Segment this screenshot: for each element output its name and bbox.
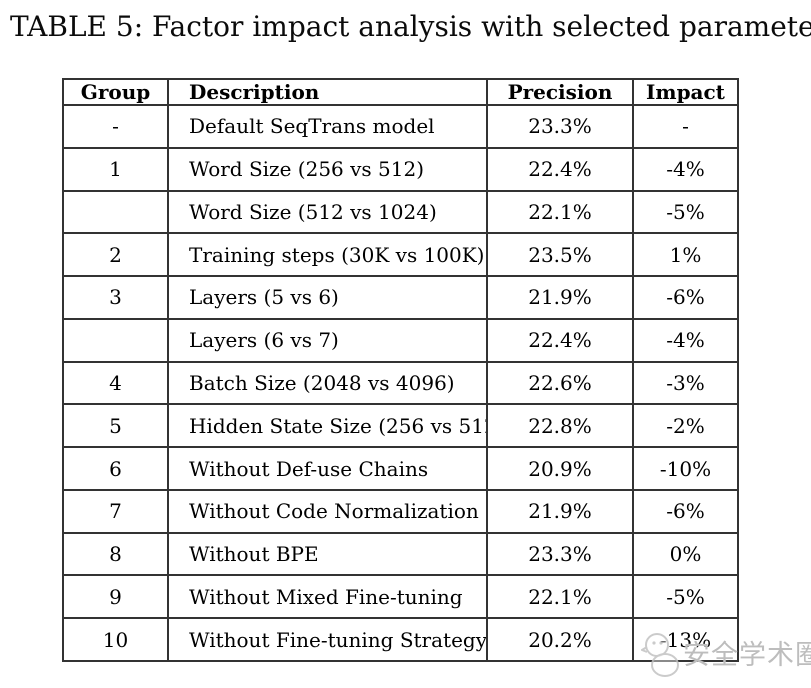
cell-precision: 23.3% bbox=[486, 531, 634, 577]
cell-description: Without BPE bbox=[167, 531, 488, 577]
table-caption: TABLE 5: Factor impact analysis with sel… bbox=[10, 10, 811, 43]
cell-impact: -6% bbox=[632, 488, 739, 534]
table-row: 9 Without Mixed Fine-tuning 22.1% -5% bbox=[62, 574, 739, 620]
cell-description: Without Def-use Chains bbox=[167, 446, 488, 491]
cell-impact: -5% bbox=[632, 574, 739, 620]
cell-description: Batch Size (2048 vs 4096) bbox=[167, 360, 488, 406]
cell-impact: 0% bbox=[632, 531, 739, 577]
table-row: Word Size (512 vs 1024) 22.1% -5% bbox=[62, 189, 739, 235]
cell-group bbox=[62, 189, 169, 235]
table-row: 8 Without BPE 23.3% 0% bbox=[62, 531, 739, 577]
header-precision: Precision bbox=[486, 78, 634, 106]
cell-group: 8 bbox=[62, 531, 169, 577]
cell-impact: -13% bbox=[632, 617, 739, 662]
cell-impact: -4% bbox=[632, 317, 739, 363]
cell-impact: -3% bbox=[632, 360, 739, 406]
cell-precision: 20.2% bbox=[486, 617, 634, 662]
table-row: 6 Without Def-use Chains 20.9% -10% bbox=[62, 446, 739, 491]
header-impact: Impact bbox=[632, 78, 739, 106]
cell-description: Hidden State Size (256 vs 512) bbox=[167, 403, 488, 449]
cell-precision: 21.9% bbox=[486, 488, 634, 534]
factor-impact-table: Group Description Precision Impact - Def… bbox=[62, 78, 739, 662]
table-row: 3 Layers (5 vs 6) 21.9% -6% bbox=[62, 275, 739, 320]
cell-impact: -5% bbox=[632, 189, 739, 235]
header-description: Description bbox=[167, 78, 488, 106]
cell-group bbox=[62, 317, 169, 363]
cell-precision: 22.6% bbox=[486, 360, 634, 406]
table-header-row: Group Description Precision Impact bbox=[62, 78, 739, 106]
cell-description: Word Size (256 vs 512) bbox=[167, 146, 488, 192]
cell-precision: 22.1% bbox=[486, 189, 634, 235]
cell-precision: 22.4% bbox=[486, 317, 634, 363]
cell-precision: 23.5% bbox=[486, 232, 634, 278]
cell-group: 2 bbox=[62, 232, 169, 278]
cell-group: - bbox=[62, 104, 169, 149]
cell-impact: -4% bbox=[632, 146, 739, 192]
cell-impact: -2% bbox=[632, 403, 739, 449]
cell-description: Word Size (512 vs 1024) bbox=[167, 189, 488, 235]
cell-impact: - bbox=[632, 104, 739, 149]
cell-group: 7 bbox=[62, 488, 169, 534]
cell-impact: 1% bbox=[632, 232, 739, 278]
table-row: 10 Without Fine-tuning Strategy 20.2% -1… bbox=[62, 617, 739, 662]
table-row: 1 Word Size (256 vs 512) 22.4% -4% bbox=[62, 146, 739, 192]
cell-description: Without Fine-tuning Strategy bbox=[167, 617, 488, 662]
cell-group: 1 bbox=[62, 146, 169, 192]
cell-group: 10 bbox=[62, 617, 169, 662]
header-group: Group bbox=[62, 78, 169, 106]
cell-group: 9 bbox=[62, 574, 169, 620]
cell-description: Layers (5 vs 6) bbox=[167, 275, 488, 320]
table-row: 5 Hidden State Size (256 vs 512) 22.8% -… bbox=[62, 403, 739, 449]
cell-group: 3 bbox=[62, 275, 169, 320]
cell-group: 6 bbox=[62, 446, 169, 491]
cell-description: Layers (6 vs 7) bbox=[167, 317, 488, 363]
cell-precision: 20.9% bbox=[486, 446, 634, 491]
table-row: Layers (6 vs 7) 22.4% -4% bbox=[62, 317, 739, 363]
cell-precision: 22.8% bbox=[486, 403, 634, 449]
table-row: 7 Without Code Normalization 21.9% -6% bbox=[62, 488, 739, 534]
cell-precision: 22.4% bbox=[486, 146, 634, 192]
cell-description: Without Code Normalization bbox=[167, 488, 488, 534]
cell-precision: 23.3% bbox=[486, 104, 634, 149]
cell-description: Default SeqTrans model bbox=[167, 104, 488, 149]
cell-precision: 22.1% bbox=[486, 574, 634, 620]
table-row: - Default SeqTrans model 23.3% - bbox=[62, 104, 739, 149]
table-row: 4 Batch Size (2048 vs 4096) 22.6% -3% bbox=[62, 360, 739, 406]
cell-impact: -10% bbox=[632, 446, 739, 491]
cell-impact: -6% bbox=[632, 275, 739, 320]
cell-description: Training steps (30K vs 100K) bbox=[167, 232, 488, 278]
cell-group: 5 bbox=[62, 403, 169, 449]
table-row: 2 Training steps (30K vs 100K) 23.5% 1% bbox=[62, 232, 739, 278]
cell-description: Without Mixed Fine-tuning bbox=[167, 574, 488, 620]
cell-precision: 21.9% bbox=[486, 275, 634, 320]
cell-group: 4 bbox=[62, 360, 169, 406]
